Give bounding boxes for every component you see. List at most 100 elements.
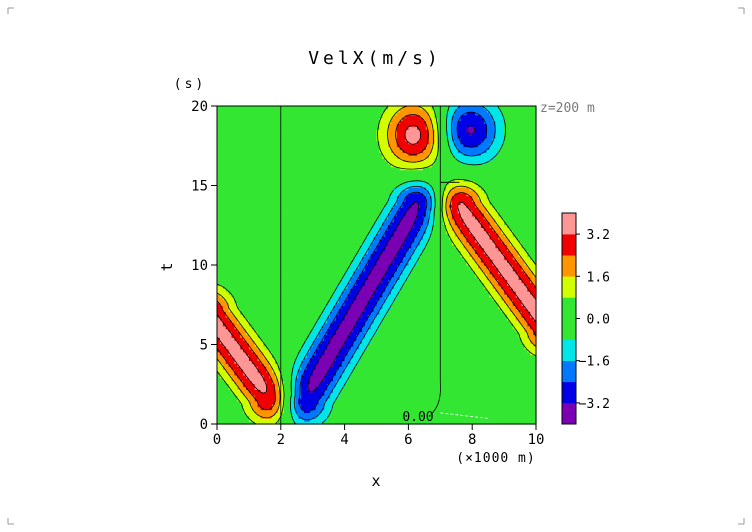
heatmap-cell: [237, 357, 241, 361]
heatmap-cell: [428, 383, 433, 388]
heatmap-cell: [222, 363, 227, 367]
heatmap-cell: [391, 415, 395, 419]
heatmap-cell: [515, 348, 520, 353]
heatmap-cell: [318, 418, 322, 422]
heatmap-cell: [489, 395, 494, 399]
heatmap-cell: [388, 397, 392, 402]
heatmap-cell: [443, 386, 447, 390]
heatmap-cell: [388, 389, 392, 393]
heatmap-cell: [492, 392, 496, 396]
heatmap-cell: [228, 383, 233, 388]
heatmap-cell: [260, 325, 264, 330]
heatmap-cell: [393, 380, 398, 385]
heatmap-cell: [414, 395, 418, 399]
heatmap-cell: [469, 328, 473, 333]
heatmap-cell: [382, 383, 386, 388]
heatmap-cell: [521, 380, 525, 385]
heatmap-cell: [434, 397, 438, 402]
heatmap-cell: [527, 334, 531, 338]
heatmap-cell: [454, 395, 459, 399]
heatmap-cell: [272, 409, 276, 414]
heatmap-cell: [515, 360, 520, 364]
heatmap-cell: [533, 337, 537, 341]
heatmap-cell: [333, 374, 337, 379]
heatmap-cell: [443, 374, 447, 379]
heatmap-cell: [385, 395, 389, 399]
heatmap-cell: [417, 386, 421, 390]
heatmap-cell: [309, 380, 314, 385]
heatmap-cell: [478, 345, 482, 350]
heatmap-cell: [251, 377, 256, 382]
heatmap-cell: [222, 418, 227, 422]
heatmap-cell: [335, 374, 340, 379]
heatmap-cell: [330, 334, 334, 338]
heatmap-cell: [408, 354, 412, 359]
heatmap-cell: [289, 340, 293, 344]
heatmap-cell: [338, 403, 343, 408]
heatmap-cell: [292, 345, 296, 350]
heatmap-cell: [408, 397, 412, 402]
heatmap-cell: [370, 415, 375, 419]
heatmap-cell: [382, 412, 386, 416]
heatmap-cell: [321, 354, 325, 359]
heatmap-cell: [411, 366, 415, 370]
heatmap-cell: [411, 343, 415, 347]
heatmap-cell: [402, 348, 407, 353]
heatmap-cell: [370, 412, 375, 416]
heatmap-cell: [457, 343, 462, 347]
heatmap-cell: [422, 415, 427, 419]
heatmap-cell: [472, 337, 476, 341]
heatmap-cell: [382, 409, 386, 414]
heatmap-cell: [318, 357, 322, 361]
heatmap-cell: [353, 389, 357, 393]
heatmap-cell: [347, 366, 351, 370]
heatmap-cell: [260, 377, 264, 382]
heatmap-cell: [327, 421, 331, 425]
heatmap-cell: [324, 415, 328, 419]
heatmap-cell: [362, 389, 366, 393]
heatmap-cell: [501, 343, 505, 347]
heatmap-cell: [379, 403, 383, 408]
heatmap-cell: [373, 369, 378, 373]
heatmap-cell: [518, 343, 523, 347]
heatmap-cell: [243, 360, 247, 364]
heatmap-cell: [344, 421, 349, 425]
heatmap-cell: [501, 345, 505, 350]
heatmap-cell: [530, 418, 534, 422]
heatmap-cell: [298, 369, 302, 373]
heatmap-cell: [263, 386, 267, 390]
heatmap-cell: [362, 374, 366, 379]
heatmap-cell: [344, 409, 349, 414]
heatmap-cell: [498, 389, 502, 393]
heatmap-cell: [222, 392, 227, 396]
heatmap-cell: [385, 351, 389, 356]
heatmap-cell: [292, 351, 296, 356]
heatmap-cell: [492, 409, 496, 414]
heatmap-cell: [414, 383, 418, 388]
heatmap-cell: [353, 409, 357, 414]
heatmap-cell: [272, 363, 276, 367]
heatmap-cell: [301, 380, 305, 385]
y-unit-label: (s): [174, 77, 206, 92]
heatmap-cell: [478, 415, 482, 419]
heatmap-cell: [330, 380, 334, 385]
heatmap-cell: [338, 371, 343, 376]
heatmap-cell: [263, 409, 267, 414]
heatmap-cell: [304, 351, 308, 356]
heatmap-cell: [251, 337, 256, 341]
heatmap-cell: [472, 392, 476, 396]
heatmap-cell: [338, 397, 343, 402]
heatmap-cell: [489, 374, 494, 379]
heatmap-cell: [362, 369, 366, 373]
heatmap-cell: [454, 415, 459, 419]
heatmap-cell: [347, 369, 351, 373]
heatmap-cell: [489, 386, 494, 390]
heatmap-cell: [251, 380, 256, 385]
heatmap-cell: [219, 371, 224, 376]
heatmap-cell: [402, 412, 407, 416]
heatmap-cell: [298, 351, 302, 356]
heatmap-cell: [254, 369, 259, 373]
heatmap-cell: [480, 392, 485, 396]
heatmap-cell: [443, 325, 447, 330]
heatmap-cell: [480, 395, 485, 399]
